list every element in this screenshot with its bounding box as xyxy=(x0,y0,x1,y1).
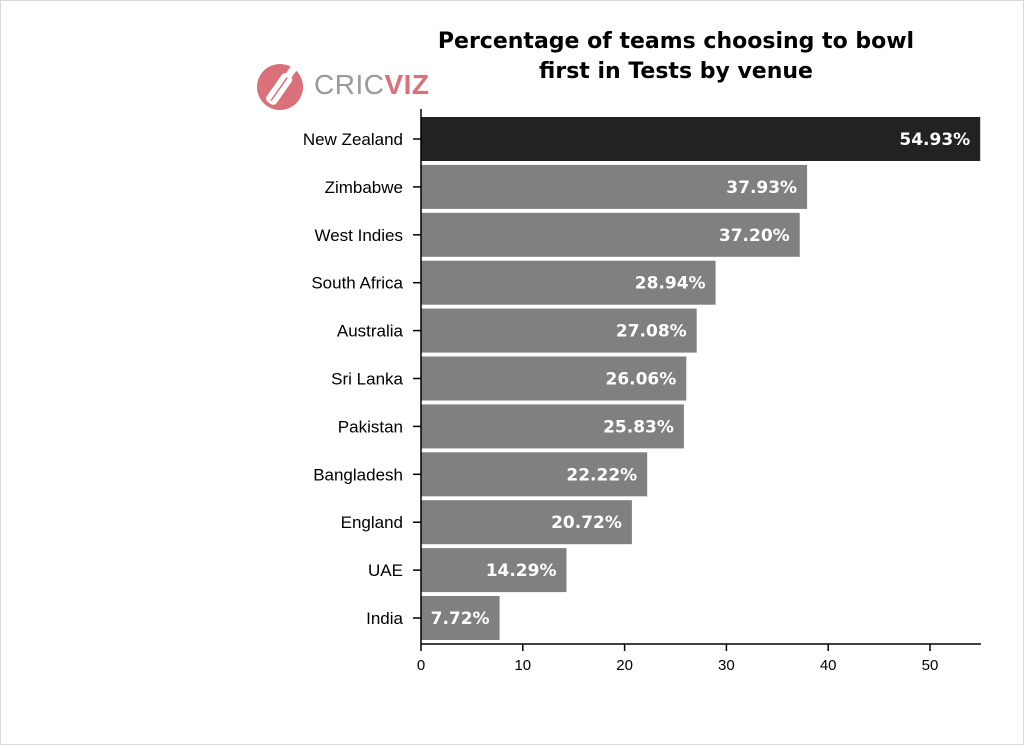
bar-data-label: 7.72% xyxy=(431,609,490,629)
category-label: New Zealand xyxy=(303,130,403,149)
x-tick-label: 50 xyxy=(922,657,939,674)
category-label: Zimbabwe xyxy=(325,178,403,197)
bar-data-label: 28.94% xyxy=(635,274,706,294)
category-label: West Indies xyxy=(314,226,403,245)
x-tick-label: 0 xyxy=(417,657,425,674)
bar-bangladesh xyxy=(421,452,648,497)
logo-text-cric: CRIC xyxy=(314,69,385,100)
bar-data-label: 20.72% xyxy=(551,513,622,533)
x-tick-label: 10 xyxy=(514,657,531,674)
bar-new-zealand xyxy=(421,117,981,161)
logo-wordmark: CRICVIZ xyxy=(314,69,430,101)
bar-england xyxy=(421,500,632,545)
cricviz-logo: CRICVIZ xyxy=(256,58,430,112)
category-label: Pakistan xyxy=(338,417,403,436)
category-label: Bangladesh xyxy=(313,465,403,484)
x-tick-label: 20 xyxy=(616,657,633,674)
cricket-bat-ball-icon xyxy=(257,64,303,110)
bar-data-label: 37.93% xyxy=(726,178,797,198)
bar-south-africa xyxy=(421,260,716,305)
category-label: South Africa xyxy=(311,274,403,293)
category-label: England xyxy=(341,513,403,532)
chart-title: Percentage of teams choosing to bowl fir… xyxy=(437,29,915,84)
bar-pakistan xyxy=(421,404,684,449)
axes-layer: New Zealand Zimbabwe West Indies South Afri… xyxy=(303,109,981,674)
bar-data-label: 27.08% xyxy=(616,322,687,342)
bar-west-indies xyxy=(421,212,800,257)
bar-data-label: 26.06% xyxy=(605,370,676,390)
bar-australia xyxy=(421,308,697,353)
bars-layer: 54.93% 37.93% 37.20% 28.94% 27.08% 26.06% 25.8… xyxy=(421,117,981,640)
x-tick-label: 40 xyxy=(820,657,837,674)
bar-data-label: 22.22% xyxy=(566,465,637,485)
bar-data-label: 54.93% xyxy=(899,130,970,150)
bar-sri-lanka xyxy=(421,356,687,401)
x-tick-label: 30 xyxy=(718,657,735,674)
bar-uae xyxy=(421,548,567,593)
bar-data-label: 14.29% xyxy=(486,561,557,581)
bar-data-label: 37.20% xyxy=(719,226,790,246)
logo-text-viz: VIZ xyxy=(384,69,430,100)
category-label: Australia xyxy=(337,322,404,341)
bar-zimbabwe xyxy=(421,164,808,209)
category-label: India xyxy=(366,609,403,628)
category-label: UAE xyxy=(368,561,403,580)
category-label: Sri Lanka xyxy=(331,370,403,389)
bar-india xyxy=(421,596,500,640)
bar-data-label: 25.83% xyxy=(603,417,674,437)
